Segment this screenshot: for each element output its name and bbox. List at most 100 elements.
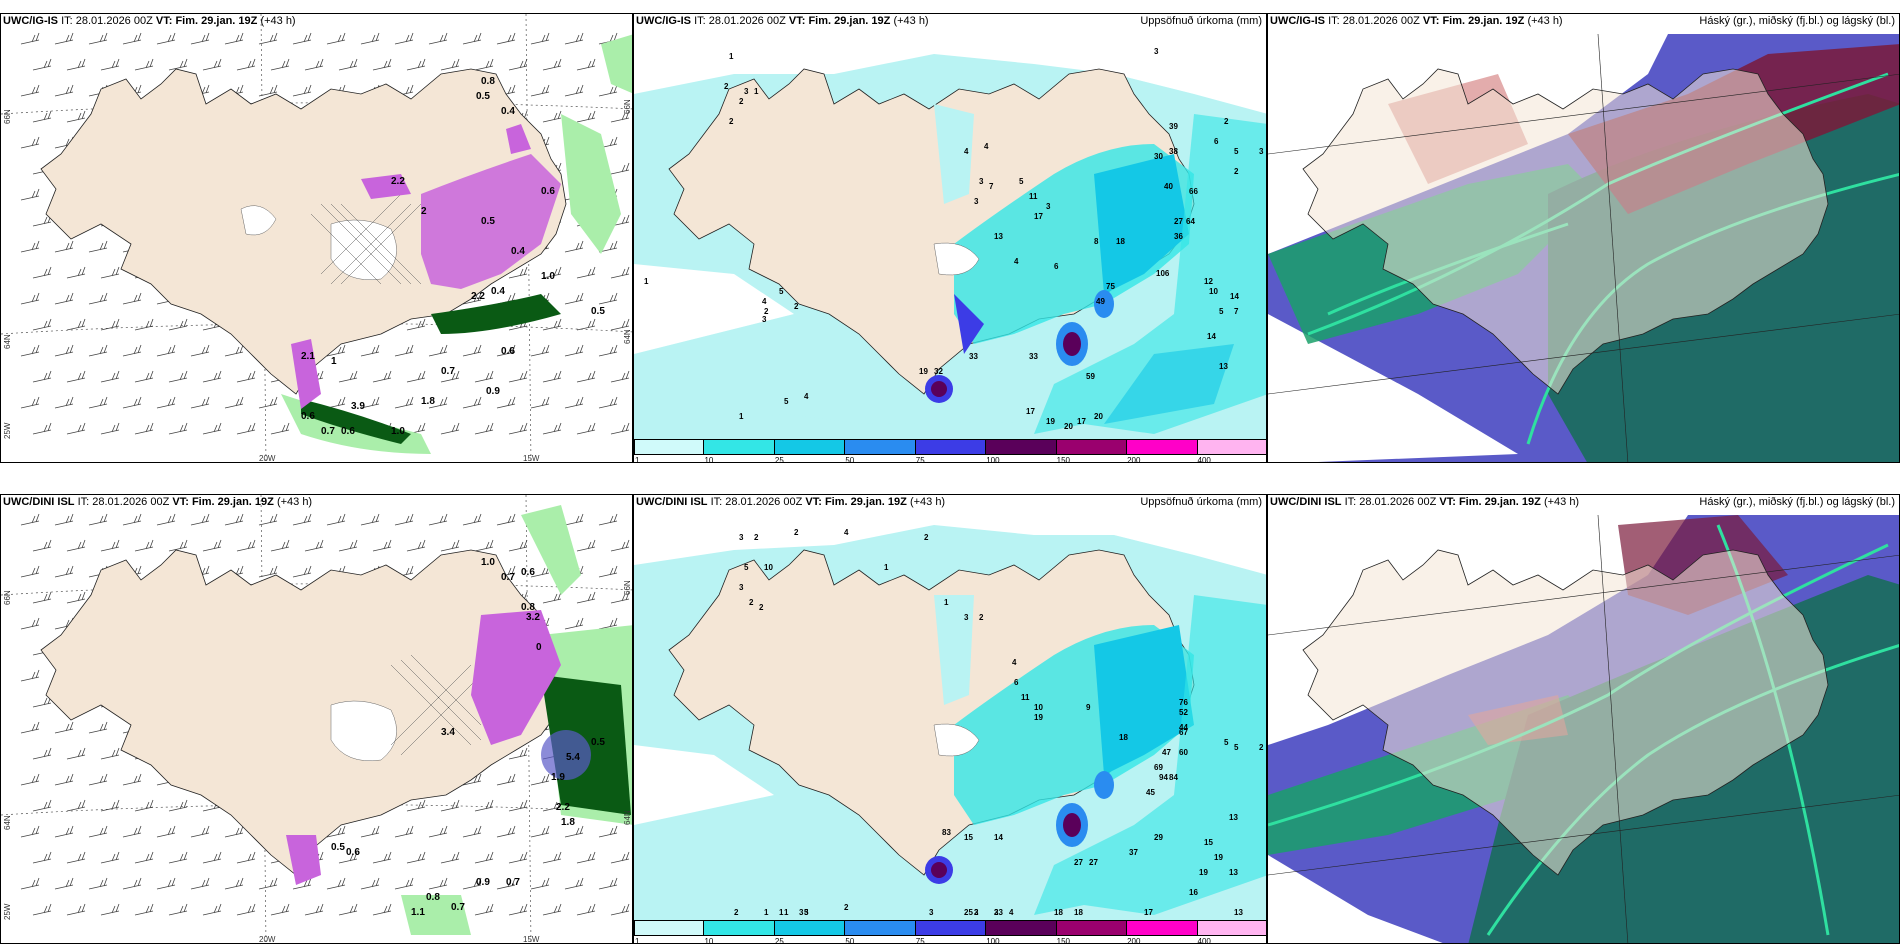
wind-barb bbox=[292, 32, 312, 45]
wind-barb bbox=[88, 344, 108, 357]
map-value-label: 10 bbox=[1034, 703, 1043, 712]
wind-barb bbox=[20, 721, 40, 734]
map-value-label: 2 bbox=[1234, 167, 1239, 176]
map-value-label: 1 bbox=[884, 563, 889, 572]
wind-barb bbox=[564, 84, 584, 97]
map-value-label: 29 bbox=[1154, 833, 1163, 842]
wind-barb bbox=[20, 773, 40, 786]
map-value-label: 3 bbox=[979, 177, 984, 186]
wind-barb bbox=[32, 318, 52, 331]
colorbar-cell: 50 bbox=[845, 920, 916, 943]
wind-barb bbox=[224, 32, 244, 45]
wind-barb bbox=[32, 110, 52, 123]
wind-barb bbox=[360, 344, 380, 357]
map-value-label: 1 bbox=[779, 908, 784, 917]
wind-barb bbox=[462, 396, 482, 409]
wind-barb bbox=[474, 539, 494, 552]
wind-barb bbox=[508, 58, 528, 71]
map-value-label: 10 bbox=[1209, 287, 1218, 296]
wind-barb bbox=[564, 513, 584, 526]
wind-barb bbox=[66, 591, 86, 604]
wind-barb bbox=[326, 32, 346, 45]
colorbar-tick-label: 75 bbox=[915, 937, 925, 944]
map-value-label: 7 bbox=[1234, 307, 1239, 316]
wind-barb bbox=[54, 32, 74, 45]
wind-barb bbox=[134, 851, 154, 864]
map-value-label: 0.5 bbox=[331, 842, 345, 853]
map-value-label: 94 bbox=[1159, 773, 1168, 782]
wind-barb bbox=[122, 513, 142, 526]
wind-barb bbox=[428, 344, 448, 357]
wind-barb bbox=[564, 396, 584, 409]
wind-barb bbox=[54, 565, 74, 578]
wind-barb bbox=[394, 513, 414, 526]
map-value-label: 3 bbox=[929, 908, 934, 917]
map-value-label: 0.5 bbox=[591, 306, 605, 317]
map-value-label: 3 bbox=[739, 583, 744, 592]
wind-barb bbox=[122, 396, 142, 409]
map-value-label: 14 bbox=[994, 833, 1003, 842]
map-value-label: 69 bbox=[1154, 763, 1163, 772]
wind-barb bbox=[202, 370, 222, 383]
map-value-label: 0.6 bbox=[541, 186, 555, 197]
wind-barb bbox=[168, 318, 188, 331]
wind-barb bbox=[224, 396, 244, 409]
map-value-label: 3 bbox=[974, 197, 979, 206]
wind-barb bbox=[88, 721, 108, 734]
wind-barb bbox=[20, 669, 40, 682]
wind-barb bbox=[474, 799, 494, 812]
wind-barb bbox=[88, 877, 108, 890]
map-value-label: 2 bbox=[764, 307, 769, 316]
wind-barb bbox=[236, 903, 256, 916]
map-value-label: 5 bbox=[1234, 743, 1239, 752]
wind-barb bbox=[32, 747, 52, 760]
map-value-label: 4 bbox=[762, 297, 767, 306]
wind-barb bbox=[440, 370, 460, 383]
wind-barb bbox=[564, 825, 584, 838]
wind-barb bbox=[610, 110, 630, 123]
cloud-map bbox=[1268, 33, 1899, 462]
wind-barb bbox=[54, 240, 74, 253]
map-value-label: 9 bbox=[1086, 703, 1091, 712]
wind-barb bbox=[406, 851, 426, 864]
panel-header: UWC/IG-IS IT: 28.01.2026 00Z VT: Fim. 29… bbox=[1270, 15, 1563, 27]
wind-barb bbox=[462, 877, 482, 890]
map-value-label: 0.6 bbox=[521, 567, 535, 578]
colorbar-cell: 25 bbox=[774, 920, 846, 943]
wind-barb bbox=[610, 851, 630, 864]
lat-label-64n-right: 64N bbox=[623, 329, 632, 344]
wind-barb bbox=[598, 292, 618, 305]
wind-barb bbox=[576, 370, 596, 383]
map-value-label: 1.8 bbox=[421, 396, 435, 407]
map-value-label: 7 bbox=[989, 182, 994, 191]
colorbar-cell: 1 bbox=[634, 439, 705, 462]
wind-barb bbox=[508, 747, 528, 760]
colorbar-tick-label: 200 bbox=[1127, 456, 1141, 463]
map-value-label: 84 bbox=[1169, 773, 1178, 782]
map-value-label: 18 bbox=[1116, 237, 1125, 246]
wind-barb bbox=[224, 877, 244, 890]
map-value-label: 11 bbox=[1021, 693, 1030, 702]
wind-barb bbox=[598, 617, 618, 630]
map-value-label: 1.0 bbox=[391, 426, 405, 437]
wind-barb bbox=[168, 422, 188, 435]
colorbar-cell: 50 bbox=[845, 439, 916, 462]
wind-barb bbox=[190, 513, 210, 526]
wind-barb bbox=[20, 877, 40, 890]
wind-barb bbox=[542, 422, 562, 435]
wind-barb bbox=[100, 58, 120, 71]
map-value-label: 19 bbox=[1034, 713, 1043, 722]
wind-barb bbox=[564, 240, 584, 253]
map-panel-clouds-top: UWC/IG-IS IT: 28.01.2026 00Z VT: Fim. 29… bbox=[1267, 13, 1900, 463]
wind-map: 1.00.7 0.60.83.200.51.95.42.21.83.40.60.9… bbox=[1, 495, 632, 943]
wind-barb bbox=[598, 84, 618, 97]
map-value-label: 5 bbox=[1224, 738, 1229, 747]
wind-barb bbox=[156, 32, 176, 45]
wind-barb bbox=[326, 396, 346, 409]
map-value-label: 5 bbox=[744, 563, 749, 572]
colorbar-tick-label: 400 bbox=[1197, 937, 1211, 944]
wind-barb bbox=[32, 903, 52, 916]
map-value-label: 0.9 bbox=[476, 877, 490, 888]
wind-barb bbox=[496, 825, 516, 838]
